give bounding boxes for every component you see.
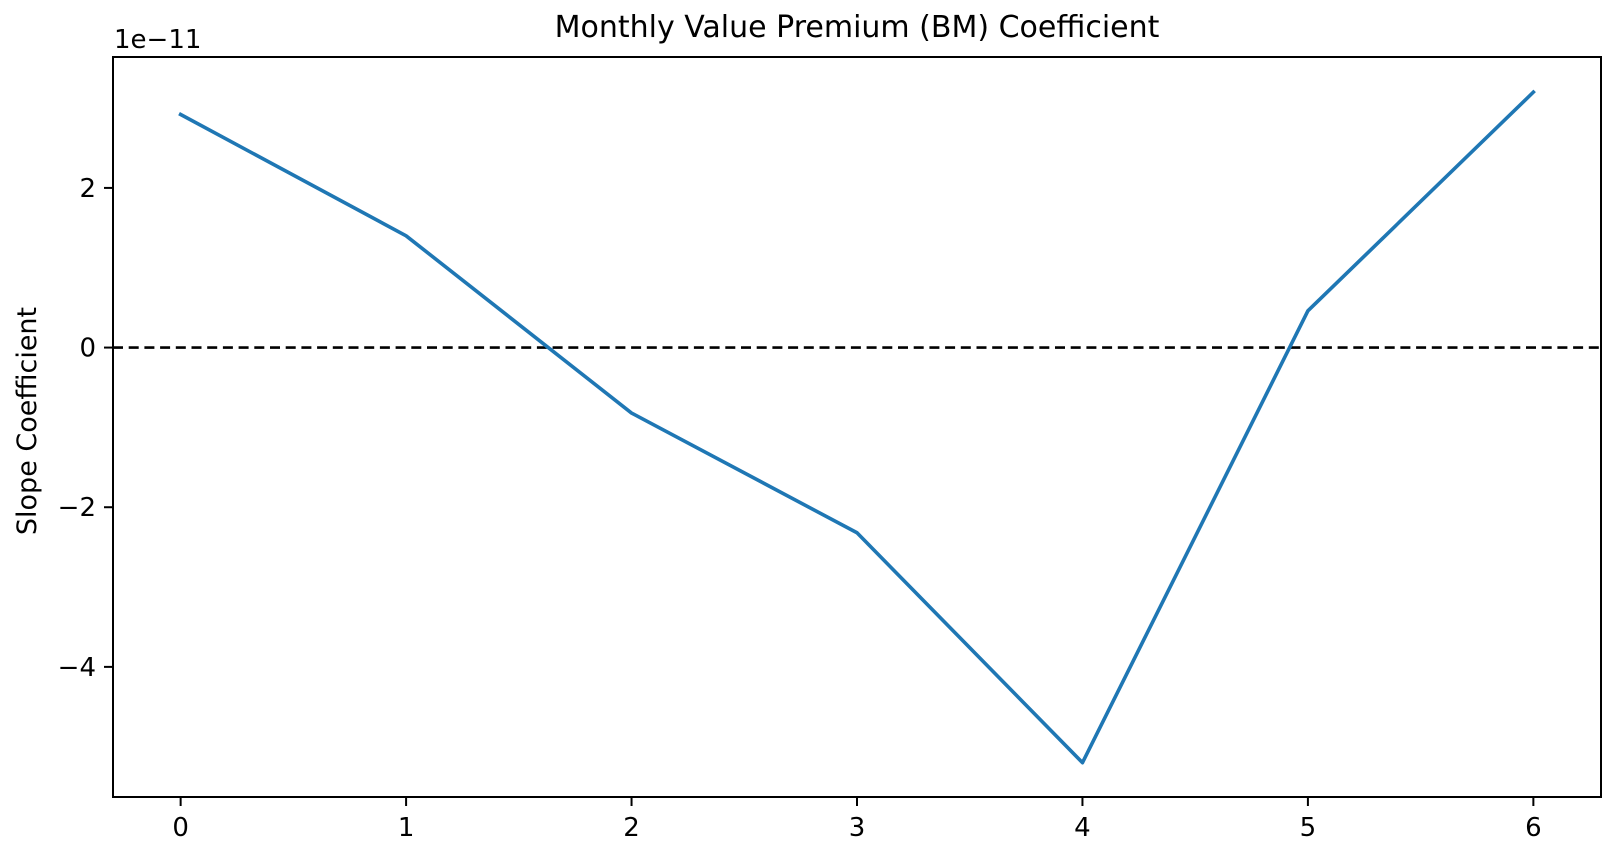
x-tick-label: 2 (623, 813, 640, 843)
x-tick-label: 0 (172, 813, 189, 843)
x-tick-label: 3 (849, 813, 866, 843)
x-tick-label: 1 (398, 813, 415, 843)
plot-border (112, 56, 1602, 798)
y-tick-label: −2 (58, 493, 96, 523)
data-series-group (178, 89, 1536, 765)
y-tick-label: 0 (79, 334, 96, 364)
x-tick-label: 6 (1525, 813, 1542, 843)
y-tick-label: 2 (79, 174, 96, 204)
x-tick-label: 5 (1300, 813, 1317, 843)
x-axis-ticks: 0 1 2 3 4 5 6 (172, 797, 1542, 843)
y-tick-label: −4 (58, 653, 96, 683)
y-axis-label: Slope Coefficient (12, 307, 43, 535)
y-axis-offset-label: 1e−11 (114, 25, 201, 55)
x-tick-label: 4 (1074, 813, 1091, 843)
chart-title: Monthly Value Premium (BM) Coefficient (555, 10, 1160, 45)
y-axis-ticks: −4 −2 0 2 (58, 174, 113, 683)
series-line-monthly-bm-slope-coefficient (178, 89, 1536, 765)
